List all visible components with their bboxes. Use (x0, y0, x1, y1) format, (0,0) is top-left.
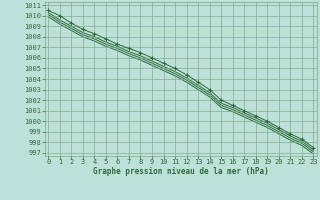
X-axis label: Graphe pression niveau de la mer (hPa): Graphe pression niveau de la mer (hPa) (93, 167, 269, 176)
